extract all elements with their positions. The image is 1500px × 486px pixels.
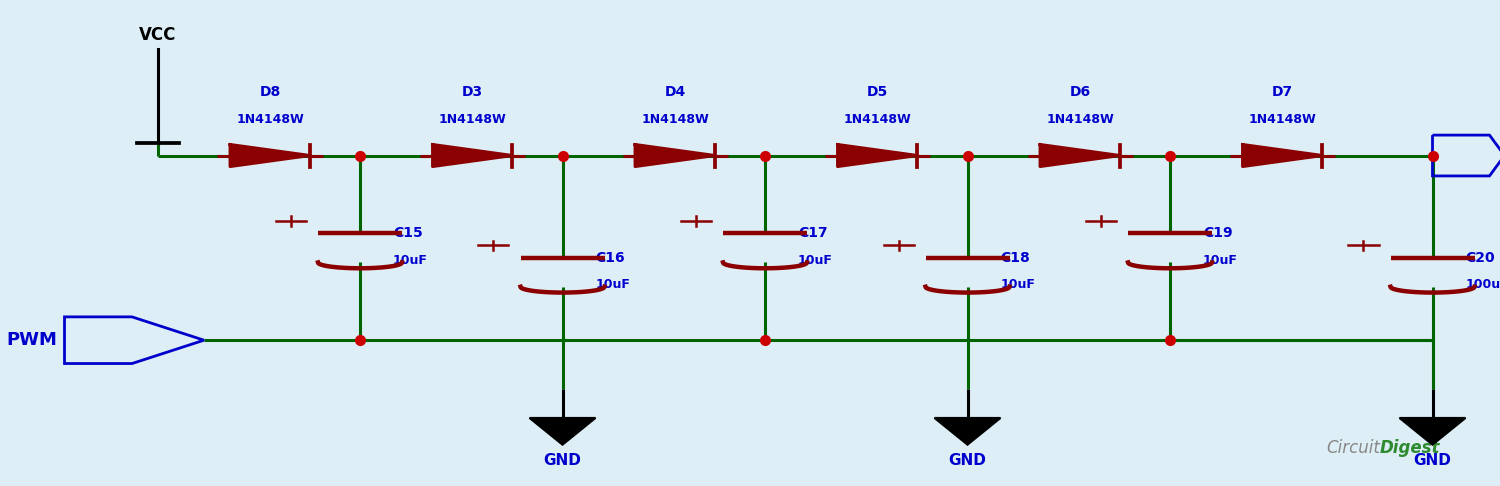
Text: C18: C18 <box>1000 251 1030 264</box>
Polygon shape <box>837 144 918 167</box>
Text: D5: D5 <box>867 86 888 99</box>
Text: 10uF: 10uF <box>393 254 427 266</box>
Text: 1N4148W: 1N4148W <box>236 113 304 125</box>
Text: D6: D6 <box>1070 86 1090 99</box>
Text: GND: GND <box>948 453 987 469</box>
Text: 1N4148W: 1N4148W <box>438 113 507 125</box>
Text: 1N4148W: 1N4148W <box>1248 113 1317 125</box>
Text: GND: GND <box>543 453 582 469</box>
Text: 1N4148W: 1N4148W <box>843 113 912 125</box>
Text: Digest: Digest <box>1380 439 1440 457</box>
Text: 10uF: 10uF <box>798 254 832 266</box>
Polygon shape <box>1400 418 1466 445</box>
Polygon shape <box>634 144 716 167</box>
Text: 1N4148W: 1N4148W <box>640 113 710 125</box>
Text: D8: D8 <box>260 86 280 99</box>
Polygon shape <box>230 144 310 167</box>
Text: 10uF: 10uF <box>596 278 630 291</box>
Text: C17: C17 <box>798 226 828 240</box>
Text: 10uF: 10uF <box>1203 254 1237 266</box>
Text: PWM: PWM <box>6 331 57 349</box>
Text: D7: D7 <box>1272 86 1293 99</box>
Text: 1N4148W: 1N4148W <box>1046 113 1114 125</box>
Text: C16: C16 <box>596 251 626 264</box>
Polygon shape <box>934 418 1000 445</box>
Text: C20: C20 <box>1466 251 1496 264</box>
Text: GND: GND <box>1413 453 1452 469</box>
Text: D3: D3 <box>462 86 483 99</box>
Text: Circuit: Circuit <box>1326 439 1380 457</box>
Text: VCC: VCC <box>140 26 176 44</box>
Polygon shape <box>432 144 513 167</box>
Text: 10uF: 10uF <box>1000 278 1035 291</box>
Polygon shape <box>530 418 596 445</box>
Text: C15: C15 <box>393 226 423 240</box>
Text: C19: C19 <box>1203 226 1233 240</box>
Text: D4: D4 <box>664 86 686 99</box>
Polygon shape <box>1242 144 1323 167</box>
Text: 100uF: 100uF <box>1466 278 1500 291</box>
Polygon shape <box>1040 144 1120 167</box>
